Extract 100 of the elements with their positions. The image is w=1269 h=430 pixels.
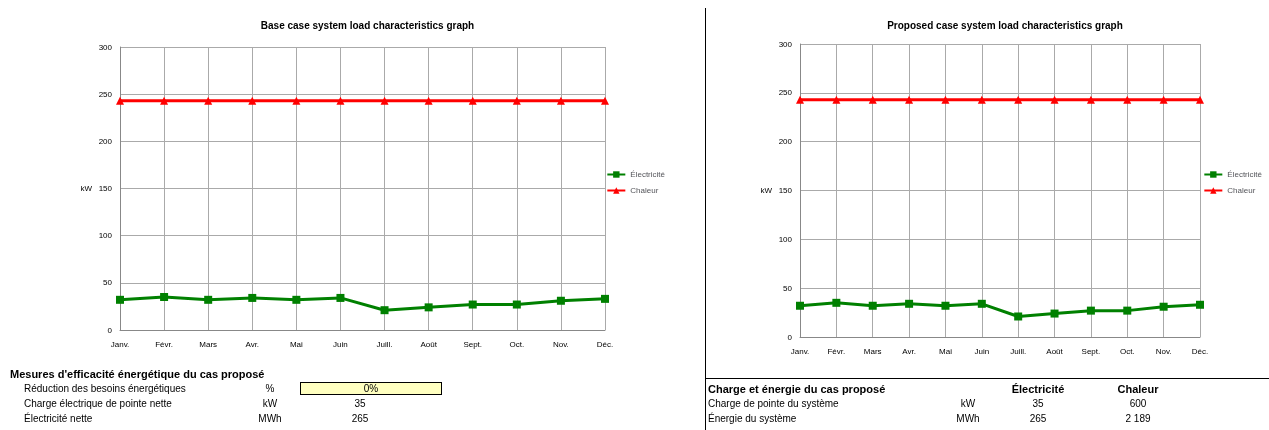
text: kW xyxy=(959,398,977,409)
x-tick-label: Sept. xyxy=(1081,346,1101,356)
legend-label: Chaleur xyxy=(630,186,659,195)
text: Réduction des besoins énergétiques xyxy=(23,383,187,394)
point xyxy=(796,301,804,310)
text: Mesures d'efficacité énergétique du cas proposé xyxy=(10,367,266,380)
point xyxy=(1086,95,1095,104)
text: kW xyxy=(261,398,279,409)
point xyxy=(424,303,433,312)
y-tick-label: 0 xyxy=(107,325,113,335)
point xyxy=(601,96,609,105)
x-tick-label: Août xyxy=(420,339,438,349)
x-tick-label: Avr. xyxy=(902,346,916,356)
point xyxy=(468,96,477,105)
point xyxy=(905,95,914,104)
chart-title: Proposed case system load characteristics graph xyxy=(887,19,1123,31)
point xyxy=(556,96,565,105)
text: 265 xyxy=(350,413,370,424)
point xyxy=(868,301,877,310)
chart-title: Base case system load characteristics graph xyxy=(260,19,475,31)
point xyxy=(1123,306,1132,315)
point xyxy=(1050,309,1059,318)
x-tick-label: Avr. xyxy=(245,339,260,349)
x-tick-label: Déc. xyxy=(1191,346,1209,356)
point xyxy=(380,306,389,315)
point xyxy=(832,298,841,307)
point xyxy=(380,96,389,105)
y-tick-label: 100 xyxy=(98,231,113,241)
text: 35 xyxy=(353,398,367,409)
x-tick-label: Mai xyxy=(939,346,953,356)
point xyxy=(512,96,521,105)
point xyxy=(1050,95,1059,104)
legend-label: Électricité xyxy=(630,170,666,179)
point xyxy=(1086,306,1095,315)
x-tick-label: Mars xyxy=(199,339,218,349)
point xyxy=(977,299,986,308)
point xyxy=(116,96,124,105)
point xyxy=(204,96,213,105)
point xyxy=(248,293,257,302)
point xyxy=(832,95,841,104)
point xyxy=(556,296,565,305)
point xyxy=(1159,95,1168,104)
y-tick-label: 200 xyxy=(778,137,793,147)
legend-label: Électricité xyxy=(1227,170,1263,179)
text: Énergie du système xyxy=(708,413,798,424)
text: Charge de pointe du système xyxy=(708,398,840,409)
value-field: 0% xyxy=(300,382,442,395)
x-tick-label: Juin xyxy=(333,339,348,349)
point xyxy=(336,293,345,302)
text: Charge et énergie du cas proposé xyxy=(708,382,887,395)
x-tick-label: Déc. xyxy=(596,339,614,349)
point xyxy=(292,96,301,105)
text: 265 xyxy=(1028,413,1048,424)
x-tick-label: Févr. xyxy=(827,346,846,356)
point xyxy=(1014,312,1023,321)
point xyxy=(116,295,124,304)
point xyxy=(424,96,433,105)
point xyxy=(941,301,950,310)
text: MWh xyxy=(257,413,283,424)
x-tick-label: Sept. xyxy=(463,339,483,349)
x-tick-label: Oct. xyxy=(509,339,525,349)
point xyxy=(1196,300,1204,309)
point xyxy=(941,95,950,104)
text: Électricité nette xyxy=(23,413,94,424)
text: 2 189 xyxy=(1124,413,1152,424)
point xyxy=(905,299,914,308)
point xyxy=(977,95,986,104)
y-tick-label: 150 xyxy=(778,186,793,195)
point xyxy=(1123,95,1132,104)
x-tick-label: Nov. xyxy=(1155,346,1172,356)
y-tick-label: 0 xyxy=(787,332,793,342)
y-tick-label: 300 xyxy=(98,42,113,52)
text: Charge électrique de pointe nette xyxy=(23,398,173,409)
point xyxy=(868,95,877,104)
text: 35 xyxy=(1031,398,1045,409)
x-tick-label: Août xyxy=(1046,346,1064,356)
x-tick-label: Mai xyxy=(289,339,304,349)
point xyxy=(160,292,169,301)
y-tick-label: 250 xyxy=(778,88,793,98)
y-tick-label: 300 xyxy=(778,39,793,49)
y-tick-label: 50 xyxy=(783,283,793,293)
x-tick-label: Janv. xyxy=(790,346,810,356)
category-label: Chaleur xyxy=(1116,382,1160,395)
point xyxy=(160,96,169,105)
point xyxy=(292,295,301,304)
point xyxy=(1159,302,1168,311)
point xyxy=(1014,95,1023,104)
x-tick-label: Mars xyxy=(863,346,882,356)
x-tick-label: Juin xyxy=(974,346,990,356)
y-tick-label: 50 xyxy=(103,278,113,288)
point xyxy=(336,96,345,105)
point xyxy=(468,300,477,309)
y-tick-label: 250 xyxy=(98,89,113,99)
text: 600 xyxy=(1128,398,1148,409)
x-tick-label: Juill. xyxy=(1010,346,1027,356)
y-axis-title: kW xyxy=(80,184,93,193)
point xyxy=(248,96,257,105)
x-tick-label: Juill. xyxy=(376,339,393,349)
x-tick-label: Nov. xyxy=(552,339,569,349)
point xyxy=(1196,95,1204,104)
